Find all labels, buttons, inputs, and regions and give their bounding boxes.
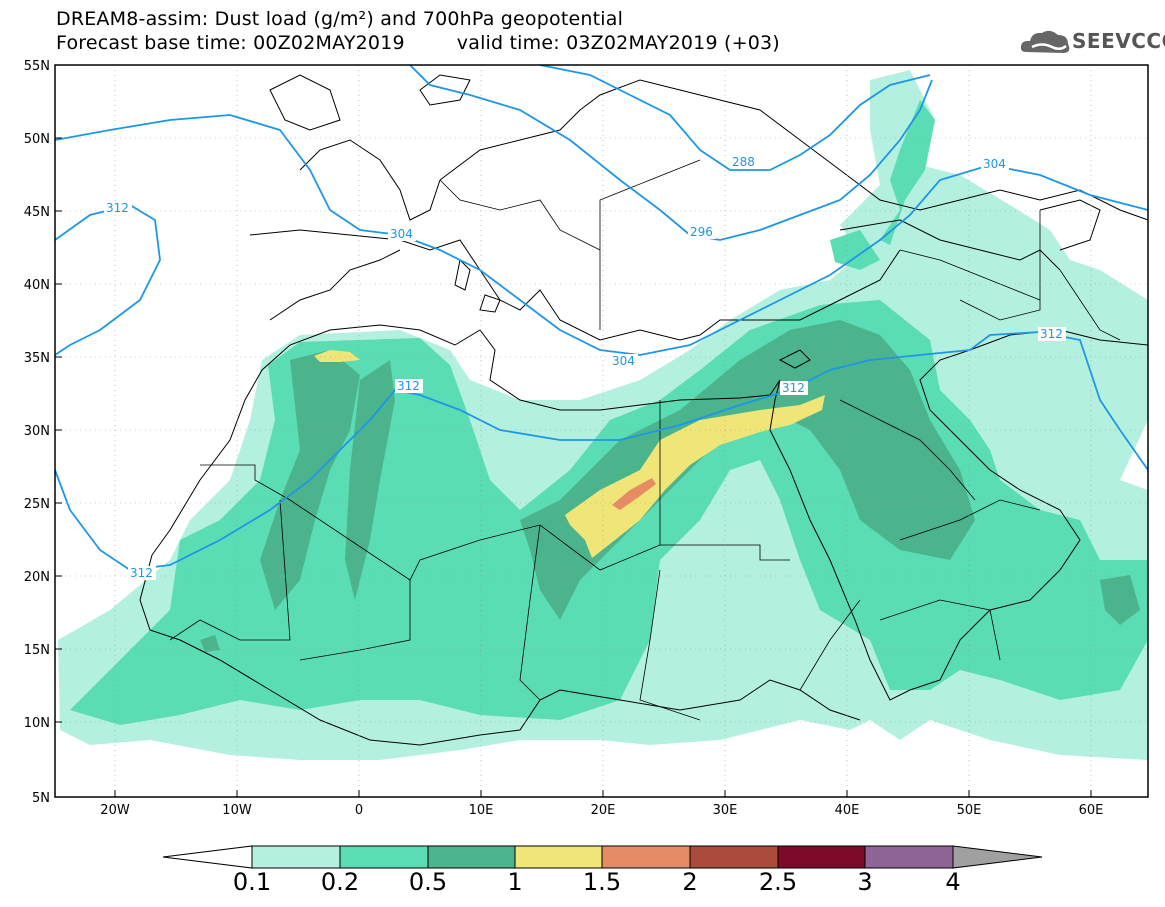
colorbar-label: 3 [857,868,873,896]
lat-label: 55N [24,59,50,74]
lat-label: 5N [32,791,50,806]
contour-label: 304 [390,227,413,241]
contour-label: 288 [732,155,755,169]
colorbar-segment [427,845,516,869]
title-line-2: Forecast base time: 00Z02MAY2019 valid ti… [56,32,780,54]
logo-text: SEEVCCC [1072,29,1165,53]
lon-label: 0 [355,803,363,818]
valid-time-label: valid time: 03Z02MAY2019 (+03) [456,32,780,54]
lat-label: 50N [24,132,50,147]
lat-labels: 55N 50N 45N 40N 35N 30N 25N 20N 15N 10N … [24,59,50,806]
graticule [55,65,1148,797]
contour-label: 312 [106,201,129,215]
contour-label: 312 [782,381,805,395]
lon-label: 10W [222,803,252,818]
colorbar-segment [514,845,603,869]
axis-ticks [55,64,1092,798]
contour-labels: 288 296 304 304 304 312 312 312 312 312 [104,155,1066,580]
contour-label: 312 [1040,327,1063,341]
lon-label: 30E [713,803,738,818]
cloud-icon [1020,30,1070,53]
colorbar-label: 1 [507,868,523,896]
title-line-1: DREAM8-assim: Dust load (g/m²) and 700hP… [56,8,624,30]
colorbar-label: 0.5 [408,868,448,896]
dust-shading-yellow [314,350,825,558]
lon-label: 20W [100,803,130,818]
colorbar-segment [339,845,429,869]
contour-label: 312 [130,566,153,580]
lon-label: 10E [469,803,494,818]
plot-frame [54,64,1149,798]
colorbar-label: 1.5 [582,868,622,896]
contour-label: 296 [690,225,713,239]
lat-label: 15N [24,643,50,658]
contour-label: 304 [983,157,1006,171]
lat-label: 25N [24,497,50,512]
lat-label: 45N [24,205,50,220]
dust-shading-orange [612,478,656,510]
colorbar-segment [864,845,954,869]
lat-label: 30N [24,424,50,439]
lon-label: 50E [957,803,982,818]
colorbar-under-arrow [162,845,253,869]
colorbar-segment [601,845,691,869]
colorbar-label: 2.5 [758,868,798,896]
lat-label: 20N [24,570,50,585]
contour-label: 304 [612,354,635,368]
colorbar-label: 0.2 [320,868,360,896]
base-time-label: Forecast base time: 00Z02MAY2019 [56,32,405,54]
lon-label: 60E [1079,803,1104,818]
colorbar-segment [777,845,866,869]
lat-label: 40N [24,278,50,293]
lat-label: 10N [24,716,50,731]
colorbar-segment [251,845,341,869]
lon-label: 20E [591,803,616,818]
colorbar-label: 0.1 [232,868,272,896]
country-borders [169,159,1121,721]
colorbar-segment [689,845,779,869]
colorbar [162,845,1043,869]
colorbar-label: 2 [682,868,698,896]
colorbar-label: 4 [945,868,961,896]
lon-labels: 20W 10W 0 10E 20E 30E 40E 50E 60E [100,803,1103,818]
lat-label: 35N [24,351,50,366]
lon-label: 40E [835,803,860,818]
colorbar-over-arrow [952,845,1043,869]
coastlines [139,74,1148,746]
contour-label: 312 [397,379,420,393]
